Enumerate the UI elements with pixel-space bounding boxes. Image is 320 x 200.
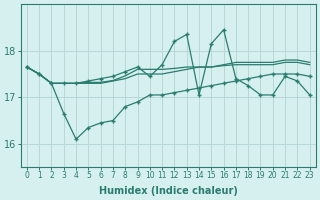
X-axis label: Humidex (Indice chaleur): Humidex (Indice chaleur) [99, 186, 238, 196]
